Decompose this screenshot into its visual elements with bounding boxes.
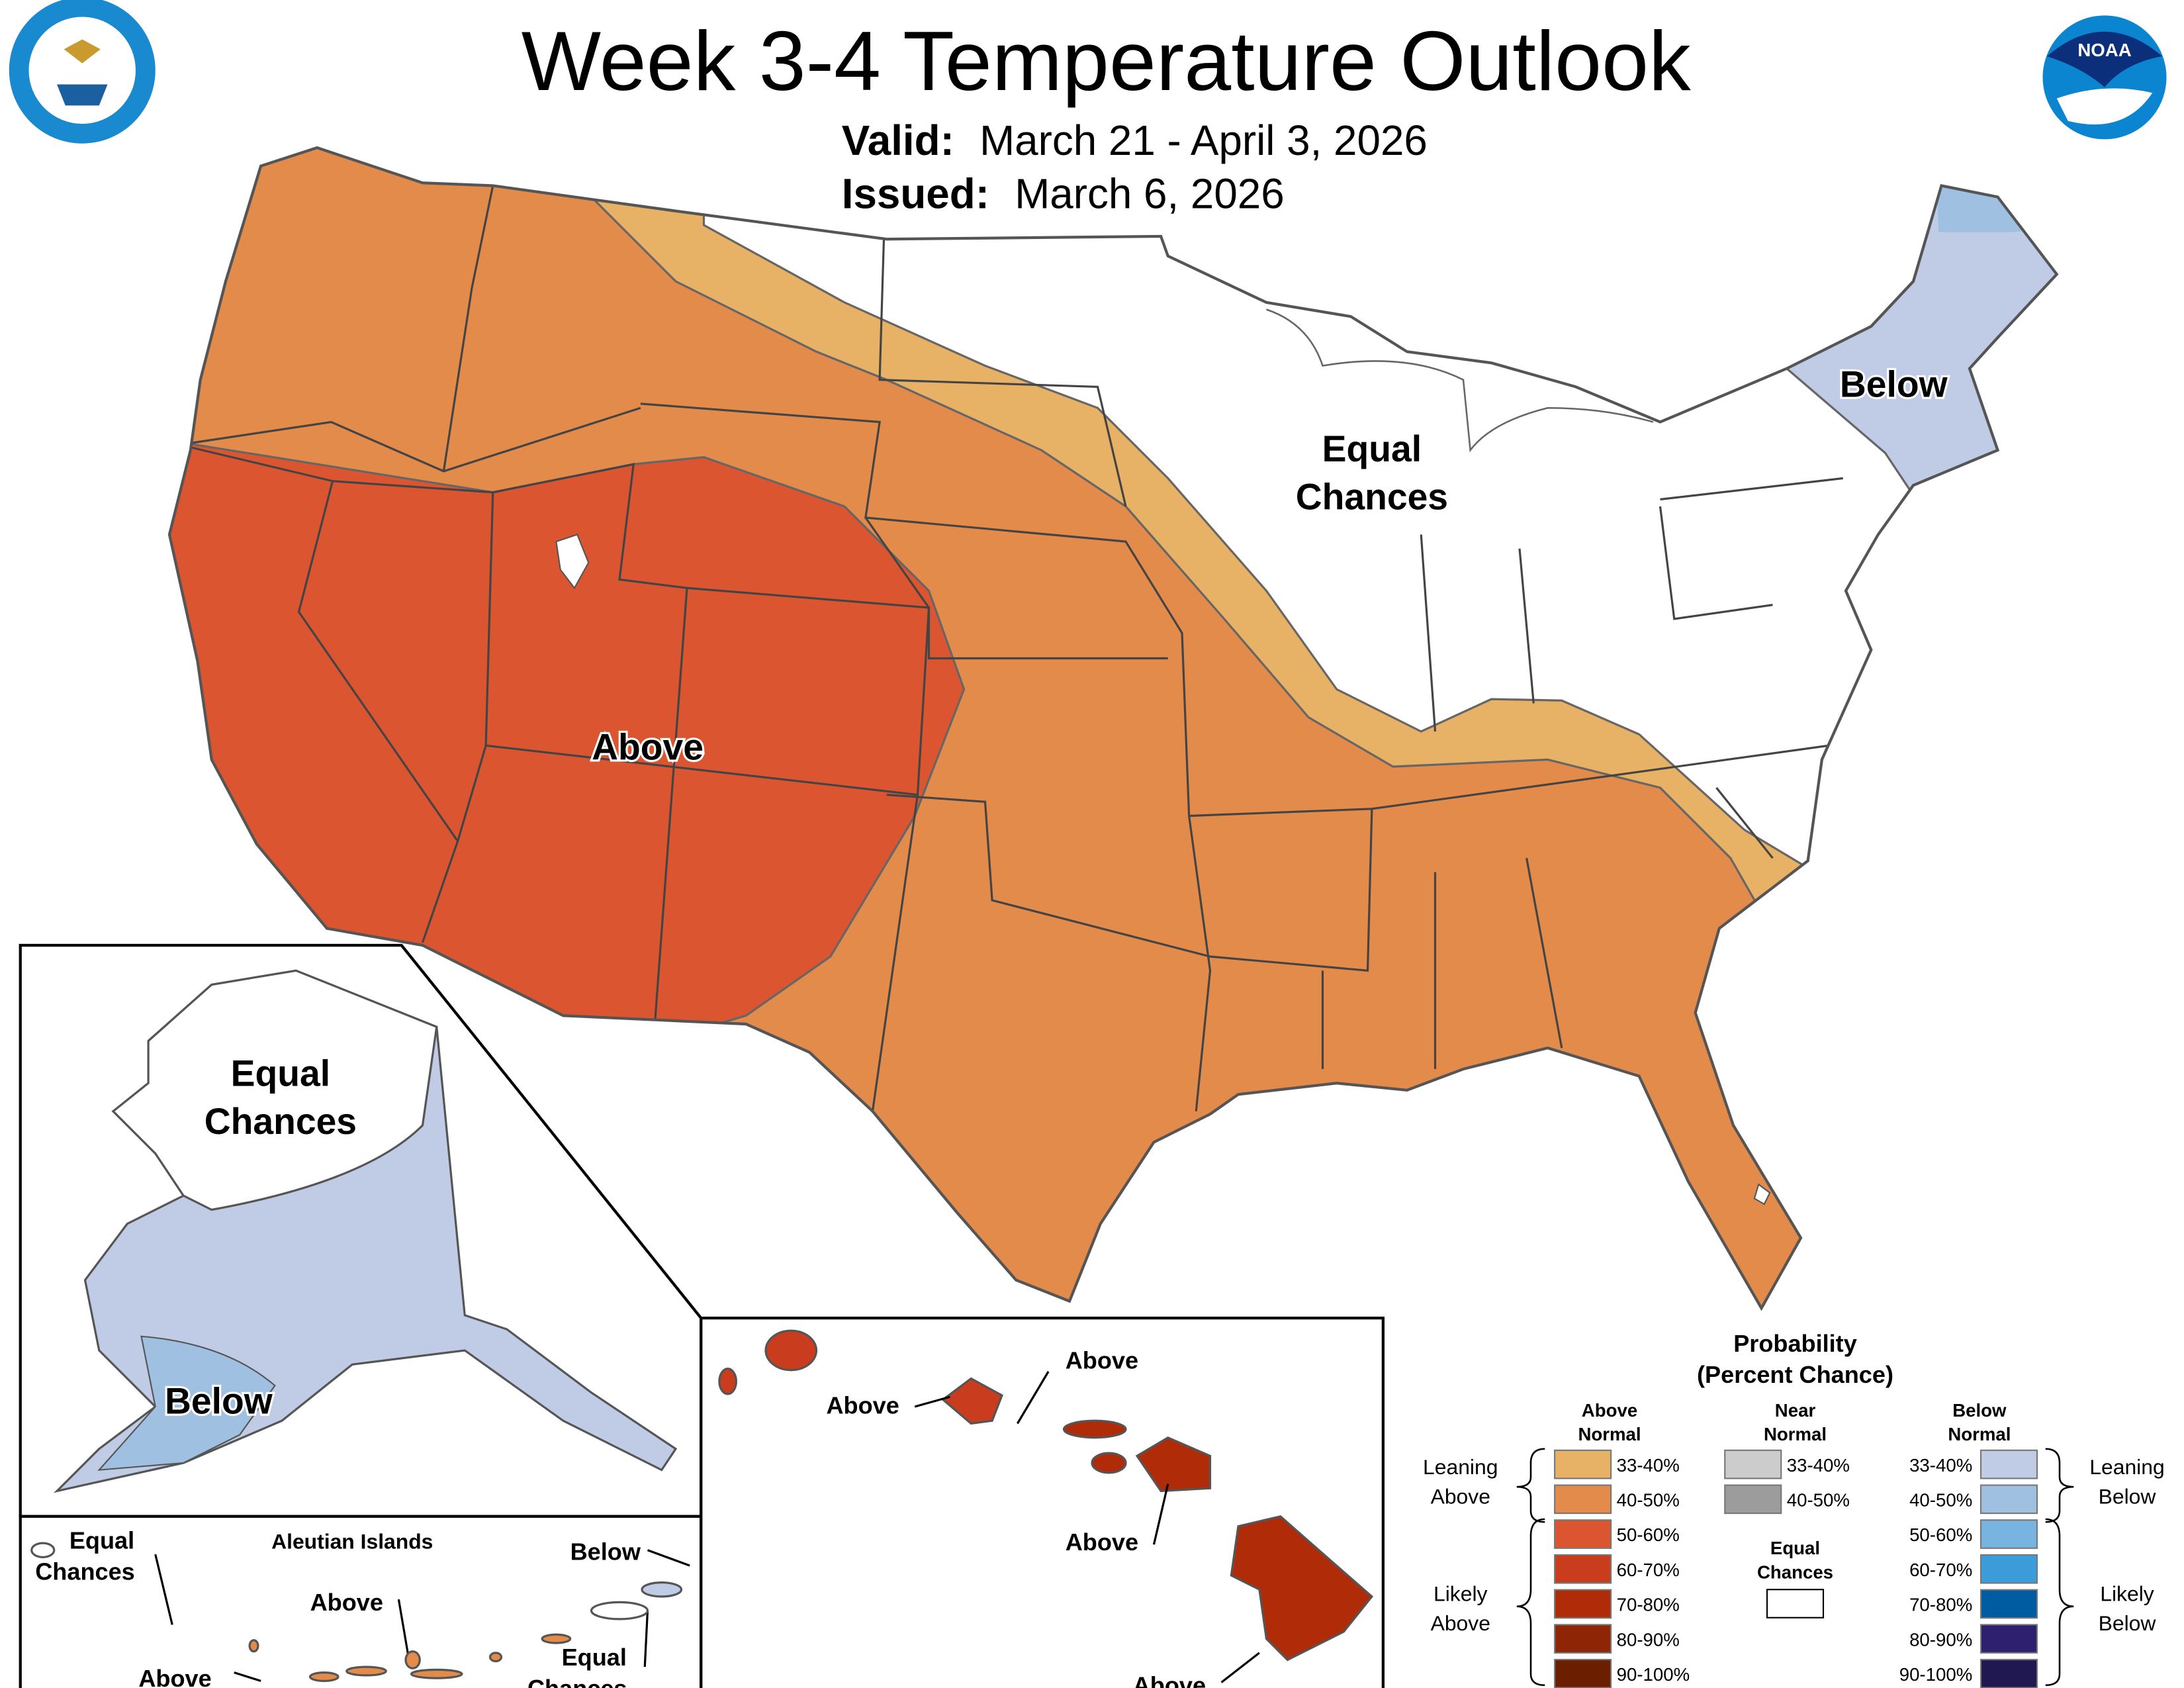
legend-likely-above-2: Above (1431, 1611, 1490, 1635)
hawaii-label-above-1: Above (1066, 1347, 1138, 1374)
alaska-label-equal-2: Chances (205, 1101, 357, 1142)
noaa-logo-icon: NOAA (2042, 15, 2167, 140)
alaska-below-40-50 (97, 1335, 276, 1471)
conus-label-below: Below (1840, 363, 1948, 404)
lake-okeechobee (1753, 1183, 1771, 1205)
hawaii-label-above-3: Above (1066, 1528, 1138, 1556)
legend-range-above-6: 90-100% (1617, 1664, 1690, 1685)
aleutian-islands (30, 1542, 683, 1682)
hawaii-leader-lines (914, 1371, 1260, 1683)
legend-swatch-above-0 (1554, 1449, 1612, 1479)
aleutian-label-above-1: Above (138, 1665, 211, 1688)
legend-range-below-0: 33-40% (1909, 1455, 1972, 1476)
legend-braces (1516, 1448, 2074, 1687)
legend-likely-below-2: Below (2099, 1611, 2157, 1635)
legend-leaning-above-2: Above (1431, 1485, 1490, 1509)
legend-near-header-1: Near (1775, 1400, 1816, 1421)
legend-leaning-below-1: Leaning (2089, 1455, 2164, 1479)
legend-leaning-above-1: Leaning (1423, 1455, 1498, 1479)
legend-swatch-below-0 (1979, 1449, 2038, 1479)
legend-likely-above-1: Likely (1433, 1581, 1488, 1605)
hawaii-inset: Above Above Above Above (700, 1317, 1385, 1688)
valid-line: Valid: March 21 - April 3, 2026 (842, 117, 1428, 164)
legend-equal-2: Chances (1757, 1562, 1833, 1582)
aleutian-title: Aleutian Islands (271, 1530, 433, 1554)
alaska-label-below: Below (165, 1381, 273, 1422)
aleutian-label-equal-west-1: Equal (69, 1527, 134, 1554)
region-below-40-50 (1934, 148, 2057, 232)
valid-value: March 21 - April 3, 2026 (979, 117, 1428, 164)
legend-range-below-1: 40-50% (1909, 1489, 1972, 1510)
legend-range-above-3: 60-70% (1617, 1560, 1680, 1580)
legend-range-above-2: 50-60% (1617, 1524, 1680, 1545)
legend-below-header-1: Below (1952, 1400, 2007, 1421)
alaska-label-equal-1: Equal (231, 1053, 330, 1094)
conus-label-equal-2: Chances (1296, 476, 1448, 517)
alaska-equal-chances (111, 969, 438, 1211)
legend-range-above-5: 80-90% (1617, 1629, 1680, 1650)
aleutian-leader-lines (154, 1549, 690, 1682)
legend-swatch-above-6 (1554, 1659, 1612, 1688)
legend-range-below-2: 50-60% (1909, 1524, 1972, 1545)
aleutian-label-below: Below (570, 1538, 641, 1566)
legend-swatch-equal-chances (1766, 1589, 1825, 1618)
hawaii-islands (718, 1329, 1374, 1662)
legend-title-2: (Percent Chance) (1697, 1361, 1893, 1388)
legend-range-above-0: 33-40% (1617, 1455, 1680, 1476)
alaska-inset: Equal Chances Below (19, 943, 703, 1518)
hawaii-label-above-4: Above (1133, 1672, 1206, 1688)
legend-above-header-2: Normal (1578, 1424, 1641, 1444)
aleutian-inset: Aleutian Islands Equal Chances Above Abo… (19, 1515, 703, 1688)
legend-range-near-0: 33-40% (1787, 1455, 1850, 1476)
legend-swatch-above-2 (1554, 1519, 1612, 1549)
legend-swatch-above-1 (1554, 1484, 1612, 1515)
legend-swatch-below-6 (1979, 1659, 2038, 1688)
legend-range-above-1: 40-50% (1617, 1489, 1680, 1510)
great-salt-lake (555, 534, 590, 590)
issued-line: Issued: March 6, 2026 (842, 170, 1285, 218)
great-lakes-outline (1266, 308, 1654, 453)
page-title: Week 3-4 Temperature Outlook (522, 15, 1691, 109)
legend-swatch-near-0 (1724, 1449, 1782, 1479)
legend-swatch-below-4 (1979, 1589, 2038, 1619)
legend-swatch-above-4 (1554, 1589, 1612, 1619)
aleutian-label-above-2: Above (310, 1589, 383, 1616)
noaa-logo-text: NOAA (2077, 40, 2131, 60)
legend-swatch-above-3 (1554, 1554, 1612, 1584)
legend-swatch-near-1 (1724, 1484, 1782, 1515)
legend-title-1: Probability (1733, 1330, 1857, 1357)
legend-swatch-below-1 (1979, 1484, 2038, 1515)
commerce-seal-icon (9, 0, 156, 144)
legend-swatches: 33-40% 40-50% 50-60% 60-70% 70-80% 80-90% 90-1… (1554, 1449, 2038, 1688)
legend: Probability (Percent Chance) Above Norma… (1423, 1330, 2165, 1688)
legend-range-below-4: 70-80% (1909, 1595, 1972, 1615)
legend-equal-1: Equal (1770, 1538, 1820, 1558)
aleutian-label-equal-east-1: Equal (562, 1644, 627, 1671)
conus-label-equal-1: Equal (1322, 428, 1422, 469)
legend-leaning-below-2: Below (2099, 1485, 2157, 1509)
legend-near-header-2: Normal (1764, 1424, 1827, 1444)
legend-swatch-above-5 (1554, 1624, 1612, 1654)
legend-range-near-1: 40-50% (1787, 1489, 1850, 1510)
valid-label: Valid: (842, 117, 954, 164)
state-borders (190, 185, 1843, 1111)
hawaii-label-above-2: Above (826, 1392, 899, 1419)
legend-range-below-3: 60-70% (1909, 1560, 1972, 1580)
legend-range-below-5: 80-90% (1909, 1629, 1972, 1650)
legend-range-above-4: 70-80% (1617, 1595, 1680, 1615)
legend-swatch-below-3 (1979, 1554, 2038, 1584)
aleutian-label-equal-east-2: Chances (527, 1675, 627, 1688)
legend-swatch-below-5 (1979, 1624, 2038, 1654)
conus-label-above: Above (592, 727, 704, 768)
legend-swatch-below-2 (1979, 1519, 2038, 1549)
legend-range-below-6: 90-100% (1899, 1664, 1973, 1685)
issued-label: Issued: (842, 170, 989, 218)
legend-below-header-2: Normal (1948, 1424, 2011, 1444)
issued-value: March 6, 2026 (1015, 170, 1285, 218)
legend-above-header-1: Above (1582, 1400, 1637, 1421)
legend-likely-below-1: Likely (2100, 1581, 2154, 1605)
aleutian-label-equal-west-2: Chances (35, 1558, 135, 1585)
